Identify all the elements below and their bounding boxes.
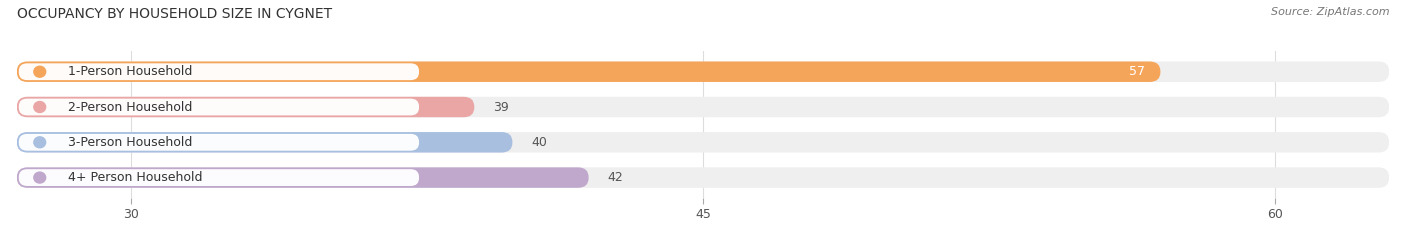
FancyBboxPatch shape — [18, 99, 419, 115]
FancyBboxPatch shape — [18, 63, 419, 80]
Circle shape — [34, 172, 45, 183]
FancyBboxPatch shape — [17, 167, 589, 188]
Text: OCCUPANCY BY HOUSEHOLD SIZE IN CYGNET: OCCUPANCY BY HOUSEHOLD SIZE IN CYGNET — [17, 7, 332, 21]
Text: 3-Person Household: 3-Person Household — [69, 136, 193, 149]
Circle shape — [34, 102, 45, 113]
Text: 42: 42 — [607, 171, 623, 184]
FancyBboxPatch shape — [17, 132, 1389, 153]
FancyBboxPatch shape — [17, 62, 1389, 82]
FancyBboxPatch shape — [17, 97, 1389, 117]
FancyBboxPatch shape — [17, 167, 1389, 188]
FancyBboxPatch shape — [18, 134, 419, 151]
FancyBboxPatch shape — [17, 97, 474, 117]
Text: 57: 57 — [1129, 65, 1144, 78]
Text: 4+ Person Household: 4+ Person Household — [69, 171, 202, 184]
Text: 1-Person Household: 1-Person Household — [69, 65, 193, 78]
Text: 2-Person Household: 2-Person Household — [69, 100, 193, 113]
FancyBboxPatch shape — [17, 132, 512, 153]
Text: 40: 40 — [531, 136, 547, 149]
Text: Source: ZipAtlas.com: Source: ZipAtlas.com — [1271, 7, 1389, 17]
Circle shape — [34, 137, 45, 148]
Text: 39: 39 — [494, 100, 509, 113]
FancyBboxPatch shape — [17, 62, 1160, 82]
FancyBboxPatch shape — [18, 169, 419, 186]
Circle shape — [34, 66, 45, 77]
